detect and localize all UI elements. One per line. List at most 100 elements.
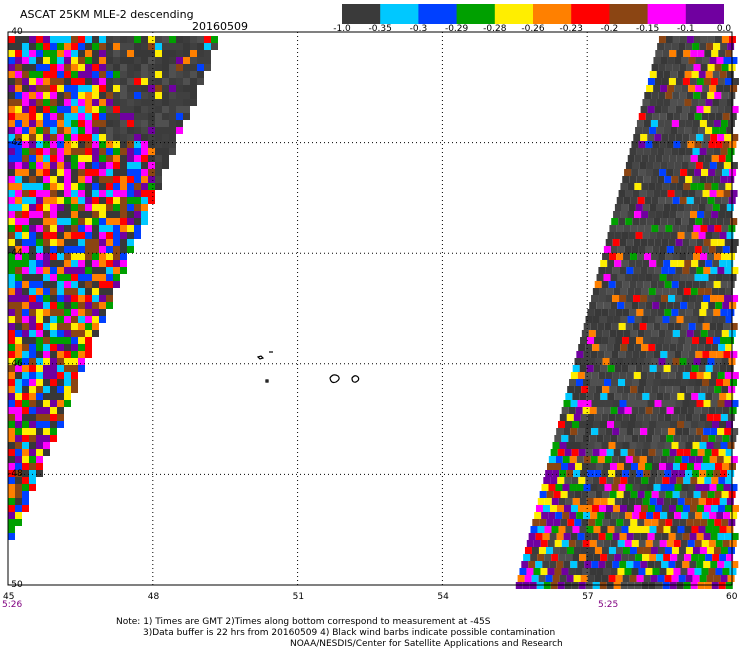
data-cell [654,106,662,113]
data-cell [730,57,738,64]
data-cell [162,141,169,148]
colorbar-segment [647,4,687,24]
data-cell [657,176,665,183]
data-cell [106,211,113,218]
data-cell [99,78,106,85]
data-cell [78,274,85,281]
data-cell [584,372,592,379]
data-cell [582,407,590,414]
data-cell [15,274,22,281]
data-cell [29,246,36,253]
data-cell [686,253,694,260]
data-cell [643,414,651,421]
data-cell [22,477,29,484]
data-cell [630,358,638,365]
data-cell [8,281,15,288]
data-cell [697,155,705,162]
data-cell [22,498,29,505]
data-cell [99,155,106,162]
data-cell [699,309,707,316]
data-cell [626,533,634,540]
island-outlines [256,351,360,384]
data-cell [714,253,722,260]
data-cell [690,183,698,190]
data-cell [8,316,15,323]
data-cell [604,379,612,386]
data-cell [661,561,669,568]
data-cell [141,106,148,113]
data-cell [627,316,635,323]
longitude-tick-label: 48 [147,592,160,602]
data-cell [127,183,134,190]
data-cell [669,211,677,218]
data-cell [717,78,725,85]
data-cell [660,218,668,225]
data-cell [678,43,686,50]
data-cell [580,442,588,449]
data-cell [36,183,43,190]
data-cell [566,414,574,421]
data-cell [78,358,85,365]
data-cell [547,568,555,575]
data-cell [600,498,608,505]
data-cell [726,71,734,78]
data-cell [113,260,120,267]
data-cell [169,71,176,78]
data-cell [730,323,738,330]
data-cell [694,113,702,120]
data-cell [29,295,36,302]
data-cell [613,449,621,456]
data-cell [8,435,15,442]
data-cell [601,575,609,582]
data-cell [148,169,155,176]
data-cell [64,204,71,211]
island-outline [351,375,360,383]
data-cell [676,449,684,456]
data-cell [78,50,85,57]
data-cell [618,218,626,225]
data-cell [595,386,603,393]
data-cell [726,554,734,561]
data-cell [578,477,586,484]
data-cell [78,295,85,302]
data-cell [22,463,29,470]
data-cell [720,176,728,183]
data-cell [64,239,71,246]
data-cell [675,533,683,540]
data-cell [677,260,685,267]
data-cell [15,106,22,113]
data-cell [526,540,534,547]
data-cell [646,484,654,491]
data-cell [674,456,682,463]
data-cell [570,561,578,568]
data-cell [607,421,615,428]
data-cell [566,442,574,449]
data-cell [696,295,704,302]
data-cell [696,400,704,407]
data-cell [50,78,57,85]
data-cell [612,428,620,435]
data-cell [718,50,726,57]
data-cell [36,393,43,400]
data-cell [684,526,692,533]
data-cell [8,169,15,176]
data-cell [668,428,676,435]
data-cell [603,568,611,575]
data-cell [672,197,680,204]
data-cell [659,540,667,547]
data-cell [711,211,719,218]
data-cell [43,274,50,281]
data-cell [636,281,644,288]
data-cell [716,162,724,169]
data-cell [57,197,64,204]
data-cell [709,512,717,519]
data-cell [714,358,722,365]
data-cell [671,414,679,421]
data-cell [700,36,708,43]
data-cell [691,260,699,267]
data-cell [651,519,659,526]
data-cell [674,512,682,519]
latitude-tick-label: -48 [8,469,23,480]
data-cell [703,561,711,568]
data-cell [719,71,727,78]
